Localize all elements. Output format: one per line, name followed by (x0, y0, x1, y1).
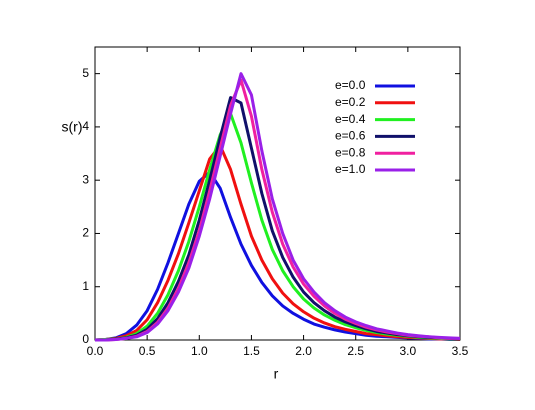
x-axis-label: r (274, 366, 279, 382)
x-tick-label: 2.5 (347, 344, 364, 358)
legend-label: e=0.0 (335, 78, 366, 92)
y-axis-label: s(r) (62, 119, 83, 135)
y-tick-label: 5 (82, 66, 89, 80)
x-tick-label: 3.0 (400, 344, 417, 358)
y-tick-label: 3 (82, 172, 89, 186)
legend-label: e=1.0 (335, 162, 366, 176)
y-tick-label: 0 (82, 332, 89, 346)
y-tick-label: 4 (82, 119, 89, 133)
x-tick-label: 0.0 (87, 344, 104, 358)
x-tick-label: 1.0 (191, 344, 208, 358)
y-tick-label: 2 (82, 226, 89, 240)
x-tick-label: 1.5 (243, 344, 260, 358)
plot-frame (94, 46, 461, 341)
x-tick-label: 0.5 (139, 344, 156, 358)
legend-label: e=0.6 (335, 129, 366, 143)
legend-label: e=0.4 (335, 112, 366, 126)
y-tick-label: 1 (82, 279, 89, 293)
legend-label: e=0.2 (335, 95, 366, 109)
x-tick-label: 3.5 (452, 344, 469, 358)
data-line (95, 72, 461, 342)
x-tick-label: 2.0 (295, 344, 312, 358)
legend-label: e=0.8 (335, 145, 366, 159)
